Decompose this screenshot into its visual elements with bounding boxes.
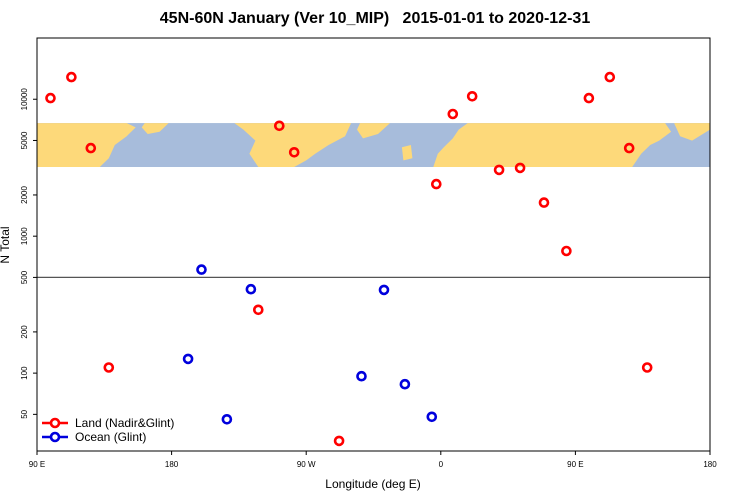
data-point bbox=[273, 120, 285, 132]
x-axis: 90 E 180 90 W 0 90 E 180 bbox=[29, 451, 717, 469]
data-point bbox=[583, 92, 595, 104]
x-tick-label: 90 E bbox=[567, 460, 583, 469]
data-point bbox=[447, 108, 459, 120]
x-axis-title: Longitude (deg E) bbox=[325, 477, 420, 491]
map-land bbox=[37, 123, 710, 167]
y-tick-label: 2000 bbox=[20, 186, 29, 204]
y-axis-title: N Total bbox=[0, 226, 12, 263]
data-point bbox=[245, 283, 257, 295]
legend-label: Land (Nadir&Glint) bbox=[75, 416, 174, 430]
y-tick-label: 50 bbox=[20, 409, 29, 418]
map-land-shape bbox=[433, 123, 672, 167]
world-map-strip bbox=[37, 123, 710, 168]
map-land-shape bbox=[37, 123, 136, 167]
data-point bbox=[493, 164, 505, 176]
plot-frame bbox=[36, 37, 711, 452]
data-point bbox=[196, 264, 207, 275]
data-point bbox=[641, 362, 653, 373]
y-tick-label: 1000 bbox=[20, 227, 29, 245]
y-tick-label: 200 bbox=[20, 325, 29, 339]
y-tick-label: 10000 bbox=[20, 88, 29, 111]
x-tick-label: 90 E bbox=[29, 460, 45, 469]
data-point bbox=[356, 370, 367, 382]
data-points bbox=[45, 71, 653, 447]
x-tick-label: 180 bbox=[703, 460, 717, 469]
map-land-shape bbox=[401, 145, 413, 161]
data-point bbox=[623, 142, 635, 154]
data-point bbox=[399, 378, 411, 390]
x-tick-label: 90 W bbox=[297, 460, 316, 469]
data-point bbox=[45, 92, 56, 104]
map-land-shape bbox=[234, 123, 352, 167]
data-point bbox=[430, 178, 442, 190]
legend-marker bbox=[49, 417, 61, 429]
y-axis: 50 100 200 500 1000 2000 5000 10000 bbox=[20, 88, 37, 419]
data-point bbox=[288, 147, 300, 158]
y-tick-label: 500 bbox=[20, 270, 29, 284]
data-point bbox=[252, 304, 264, 316]
data-point bbox=[85, 142, 97, 154]
data-point bbox=[604, 71, 616, 83]
data-point bbox=[561, 245, 572, 257]
data-point bbox=[514, 162, 526, 174]
data-point bbox=[182, 353, 194, 365]
data-point bbox=[66, 71, 77, 83]
y-tick-label: 5000 bbox=[20, 131, 29, 149]
map-land-shape bbox=[674, 123, 710, 141]
data-point bbox=[466, 91, 478, 102]
map-land-shape bbox=[141, 123, 169, 134]
x-tick-label: 180 bbox=[165, 460, 179, 469]
data-point bbox=[378, 284, 390, 296]
data-point bbox=[333, 435, 345, 447]
y-tick-label: 100 bbox=[20, 366, 29, 380]
data-point bbox=[221, 413, 233, 425]
map-land-shape bbox=[357, 123, 390, 139]
data-point bbox=[103, 362, 115, 373]
chart-title: 45N-60N January (Ver 10_MIP) 2015-01-01 … bbox=[159, 10, 591, 27]
data-point bbox=[426, 411, 438, 423]
legend: Land (Nadir&Glint)Ocean (Glint) bbox=[42, 416, 174, 444]
data-point bbox=[538, 197, 550, 208]
x-tick-label: 0 bbox=[439, 460, 444, 469]
legend-label: Ocean (Glint) bbox=[75, 430, 146, 444]
legend-marker bbox=[49, 431, 61, 443]
